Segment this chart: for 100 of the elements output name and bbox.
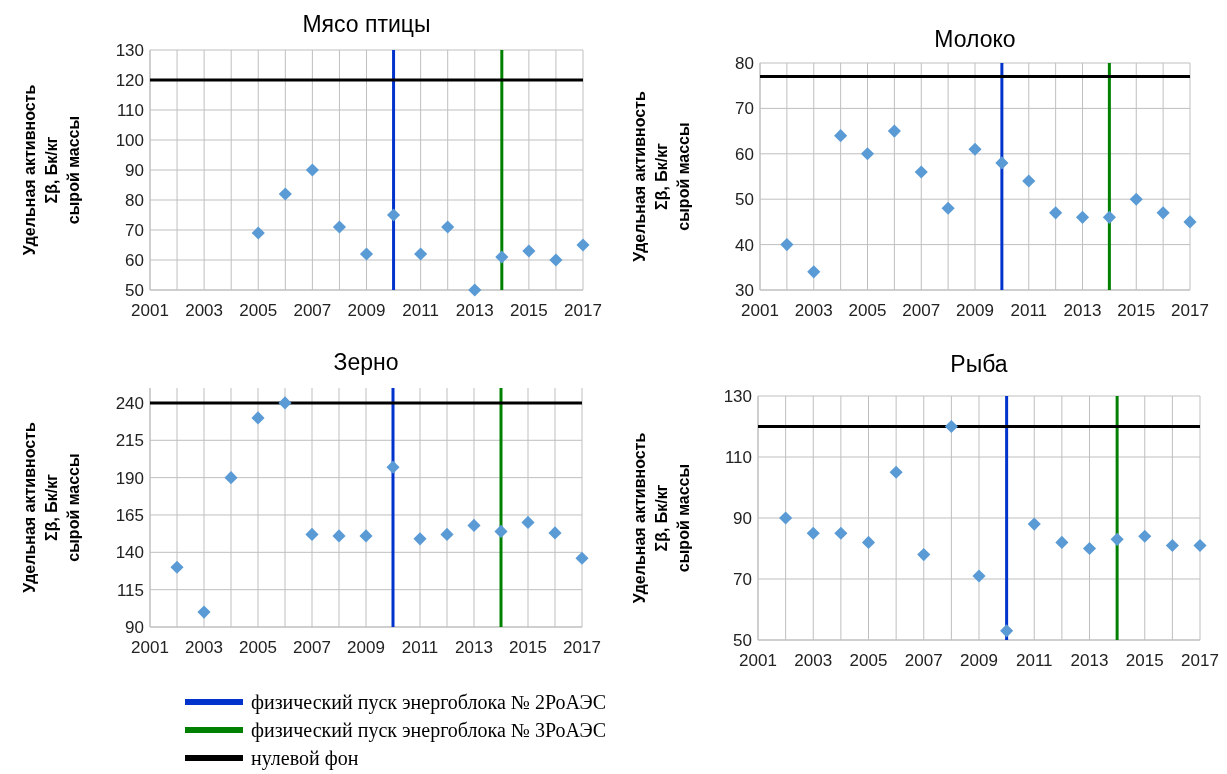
y-tick-label: 50 xyxy=(733,631,752,650)
point xyxy=(941,201,955,215)
point xyxy=(1000,624,1014,638)
point xyxy=(1027,517,1041,531)
point xyxy=(575,551,589,565)
y-tick-label: 165 xyxy=(115,505,144,525)
point xyxy=(251,411,265,425)
chart-title: Молоко xyxy=(934,26,1016,52)
x-tick-label: 2001 xyxy=(131,301,169,320)
y-tick-label: 215 xyxy=(115,431,144,451)
point xyxy=(1082,541,1097,556)
x-tick-label: 2007 xyxy=(293,301,332,320)
y-tick-label: 130 xyxy=(723,387,752,406)
x-tick-label: 2009 xyxy=(347,638,385,657)
point xyxy=(332,220,347,234)
x-tick-label: 2009 xyxy=(960,651,998,670)
legend-label: физический пуск энергоблока № 2РоАЭС xyxy=(251,691,607,714)
point xyxy=(968,142,982,156)
y-axis-title: Удельная активность Σβ, Бк/кг сырой массы xyxy=(631,91,692,262)
point xyxy=(305,527,319,541)
y-tick-label: 40 xyxy=(735,235,754,255)
x-tick-label: 2013 xyxy=(1070,651,1109,670)
point xyxy=(332,529,346,543)
x-tick-label: 2011 xyxy=(402,301,439,320)
point xyxy=(861,535,876,549)
y-tick-label: 90 xyxy=(733,509,752,528)
x-tick-label: 2005 xyxy=(849,651,888,670)
point xyxy=(521,515,535,530)
point xyxy=(359,529,373,543)
x-tick-label: 2011 xyxy=(1010,301,1048,320)
point xyxy=(1183,215,1197,229)
point xyxy=(995,156,1009,170)
point xyxy=(1049,206,1063,220)
point xyxy=(414,247,428,261)
x-tick-label: 2013 xyxy=(455,638,493,657)
point xyxy=(1075,210,1090,224)
point xyxy=(224,471,238,485)
y-tick-label: 80 xyxy=(125,191,144,210)
y-axis-title: Удельная активность Σβ, Бк/кг сырой массы xyxy=(21,84,82,256)
point xyxy=(1129,192,1143,206)
x-tick-label: 2015 xyxy=(509,638,547,657)
point xyxy=(834,526,848,540)
y-tick-label: 30 xyxy=(735,281,754,300)
point xyxy=(1156,206,1170,220)
x-tick-label: 2017 xyxy=(563,638,601,657)
point xyxy=(944,419,958,434)
point xyxy=(278,396,292,410)
point xyxy=(972,569,986,583)
point xyxy=(1193,538,1207,553)
y-tick-label: 130 xyxy=(115,41,144,60)
point xyxy=(779,511,793,525)
chart-title: Рыба xyxy=(950,351,1008,377)
x-tick-label: 2003 xyxy=(185,301,224,320)
x-tick-label: 2003 xyxy=(794,651,833,670)
x-tick-label: 2011 xyxy=(401,638,439,657)
x-tick-label: 2003 xyxy=(794,301,833,320)
x-tick-label: 2013 xyxy=(455,301,494,320)
chart-title: Зерно xyxy=(333,349,399,375)
point xyxy=(494,524,508,538)
x-tick-label: 2005 xyxy=(239,638,277,657)
y-axis-title: Удельная активность Σβ, Бк/кг сырой массы xyxy=(631,432,692,604)
x-tick-label: 2009 xyxy=(956,301,994,320)
y-tick-label: 70 xyxy=(735,99,754,119)
point xyxy=(359,247,374,261)
x-tick-label: 2011 xyxy=(1015,651,1053,670)
point xyxy=(305,163,319,177)
point xyxy=(549,253,563,267)
y-tick-label: 100 xyxy=(115,131,144,150)
y-tick-label: 190 xyxy=(115,468,144,488)
point xyxy=(548,526,562,540)
x-tick-label: 2015 xyxy=(1117,301,1156,320)
y-tick-label: 110 xyxy=(724,448,752,467)
y-tick-label: 90 xyxy=(125,161,144,180)
x-tick-label: 2009 xyxy=(347,301,386,320)
legend-label: нулевой фон xyxy=(251,747,359,770)
x-tick-label: 2017 xyxy=(1171,301,1209,320)
point xyxy=(917,548,931,562)
point xyxy=(440,527,454,541)
y-tick-label: 140 xyxy=(115,543,144,563)
point xyxy=(441,220,455,234)
x-tick-label: 2005 xyxy=(848,301,887,320)
x-tick-label: 2001 xyxy=(739,651,777,670)
x-tick-label: 2007 xyxy=(902,301,941,320)
point xyxy=(807,265,821,279)
point xyxy=(806,526,820,540)
point xyxy=(576,238,590,252)
point xyxy=(780,238,794,252)
point xyxy=(1138,529,1152,543)
point xyxy=(495,250,509,264)
x-tick-label: 2001 xyxy=(741,301,779,320)
point xyxy=(1055,535,1069,549)
point xyxy=(860,147,875,161)
point xyxy=(889,465,903,479)
legend-label: физический пуск энергоблока № 3РоАЭС xyxy=(251,719,607,742)
point xyxy=(1165,538,1179,553)
point xyxy=(386,460,400,474)
point xyxy=(467,518,481,532)
point xyxy=(522,244,536,258)
y-tick-label: 110 xyxy=(116,101,144,120)
point xyxy=(1022,174,1036,188)
